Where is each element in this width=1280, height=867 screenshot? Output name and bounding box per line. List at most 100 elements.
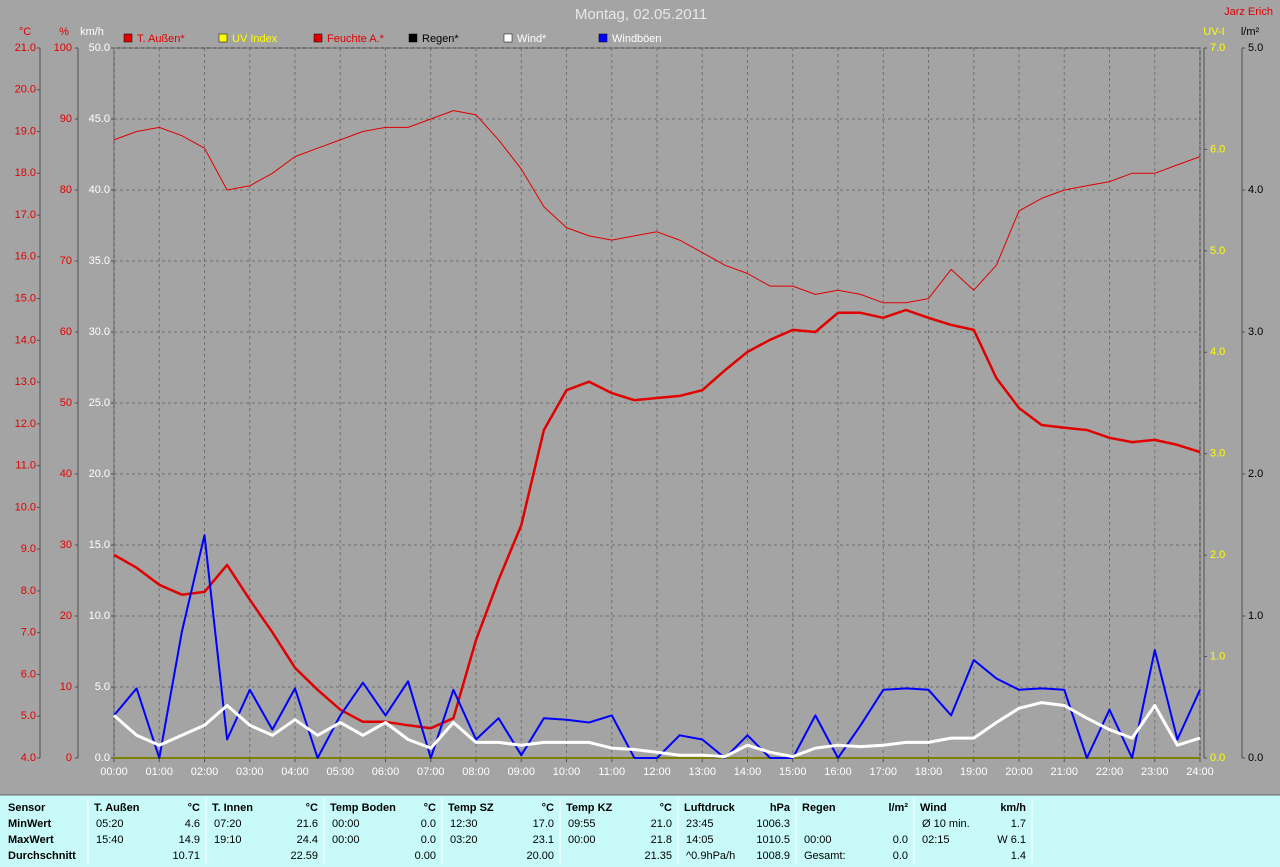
x-tick-label: 09:00 [507,766,535,778]
x-tick-label: 01:00 [145,766,173,778]
y-tick-label: 30 [60,539,72,551]
y-tick-label: 1.0 [1248,610,1263,622]
y-tick-label: 9.0 [21,543,36,555]
x-tick-label: 00:00 [100,766,128,778]
stats-value: 21.6 [297,818,318,830]
stats-unit: °C [424,802,436,814]
stats-value: 1.7 [1011,818,1026,830]
x-tick-label: 07:00 [417,766,445,778]
stats-unit: °C [660,802,672,814]
y-tick-label: 20 [60,610,72,622]
legend-label: Feuchte A.* [327,33,385,45]
y-tick-label: 15.0 [89,539,110,551]
axis-title: UV-I [1203,26,1224,38]
stats-value: 4.6 [185,818,200,830]
x-tick-label: 24:00 [1186,766,1214,778]
y-tick-label: 11.0 [15,460,36,472]
y-tick-label: 5.0 [1248,42,1263,54]
stats-value: 0.0 [893,850,908,862]
y-tick-label: 5.0 [21,710,36,722]
stats-value: 21.35 [644,850,672,862]
legend-label: UV Index [232,33,278,45]
y-tick-label: 100 [54,42,72,54]
x-tick-label: 05:00 [326,766,354,778]
y-tick-label: 80 [60,184,72,196]
y-tick-label: 20.0 [15,84,36,96]
stats-header: Temp KZ [566,802,613,814]
stats-time: 15:40 [96,834,124,846]
stats-value: 0.0 [421,818,436,830]
stats-value: 21.8 [651,834,672,846]
stats-value: 10.71 [172,850,200,862]
y-tick-label: 6.0 [1210,143,1225,155]
x-tick-label: 18:00 [915,766,943,778]
stats-value: 1006.3 [756,818,790,830]
y-tick-label: 4.0 [1248,184,1263,196]
stats-time: 03:20 [450,834,478,846]
stats-header: Luftdruck [684,802,736,814]
y-tick-label: 19.0 [15,125,36,137]
stats-value: 24.4 [297,834,318,846]
stats-value: 17.0 [533,818,554,830]
y-tick-label: 3.0 [1210,448,1225,460]
y-tick-label: 4.0 [21,752,36,764]
stats-value: 14.9 [179,834,200,846]
x-tick-label: 10:00 [553,766,581,778]
legend-swatch [313,33,323,43]
y-tick-label: 70 [60,255,72,267]
x-tick-label: 22:00 [1096,766,1124,778]
stats-value: 0.0 [421,834,436,846]
y-tick-label: 0.0 [1248,752,1263,764]
chart-title: Montag, 02.05.2011 [575,6,707,23]
stats-background [0,795,1280,867]
x-tick-label: 14:00 [734,766,762,778]
y-tick-label: 1.0 [1210,650,1225,662]
stats-time: 09:55 [568,818,596,830]
stats-unit: km/h [1000,802,1026,814]
axis-title: km/h [80,26,104,38]
x-tick-label: 04:00 [281,766,309,778]
y-tick-label: 5.0 [1210,245,1225,257]
x-tick-label: 06:00 [372,766,400,778]
stats-value: 23.1 [533,834,554,846]
stats-time: 19:10 [214,834,242,846]
legend-swatch [503,33,513,43]
x-tick-label: 08:00 [462,766,490,778]
legend-swatch [218,33,228,43]
y-tick-label: 4.0 [1210,346,1225,358]
stats-value: 0.00 [415,850,436,862]
series-line [113,308,1201,730]
legend-label: Regen* [422,33,459,45]
y-tick-label: 45.0 [89,113,110,125]
stats-value: W 6.1 [997,834,1026,846]
stats-value: 1.4 [1011,850,1026,862]
legend-swatch [123,33,133,43]
series-line [113,110,1201,304]
x-tick-label: 02:00 [191,766,219,778]
stats-value: 1010.5 [756,834,790,846]
x-tick-label: 17:00 [869,766,897,778]
y-tick-label: 50 [60,397,72,409]
stats-header: Temp SZ [448,802,494,814]
stats-header: Regen [802,802,836,814]
y-tick-label: 50.0 [89,42,110,54]
y-tick-label: 8.0 [21,585,36,597]
y-tick-label: 0.0 [95,752,110,764]
axis-title: % [59,26,69,38]
stats-row-label: MaxWert [8,834,54,846]
x-tick-label: 15:00 [779,766,807,778]
axis-title: l/m² [1241,26,1260,38]
y-tick-label: 90 [60,113,72,125]
series-line [113,534,1201,759]
stats-value: 21.0 [651,818,672,830]
y-tick-label: 17.0 [15,209,36,221]
y-tick-label: 10.0 [89,610,110,622]
legend-swatch [408,33,418,43]
stats-unit: l/m² [888,802,908,814]
y-tick-label: 40.0 [89,184,110,196]
y-tick-label: 15.0 [15,292,36,304]
stats-unit: °C [542,802,554,814]
stats-time: 07:20 [214,818,242,830]
x-tick-label: 03:00 [236,766,264,778]
y-tick-label: 10.0 [15,501,36,513]
